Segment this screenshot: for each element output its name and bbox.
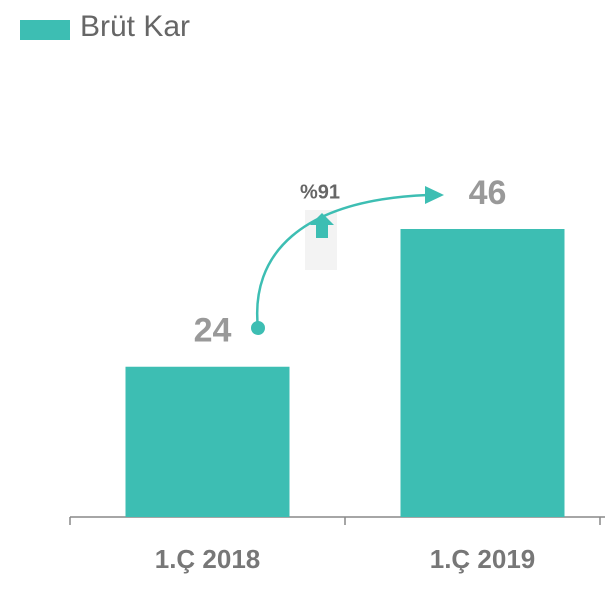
bar xyxy=(400,229,565,517)
x-tick-label: 1.Ç 2019 xyxy=(430,544,536,574)
annotation: %91 xyxy=(300,181,340,203)
value-label: 46 xyxy=(469,174,507,212)
bar xyxy=(125,366,290,517)
arrow-head xyxy=(425,186,444,204)
legend-swatch xyxy=(20,20,70,40)
arrow-start xyxy=(251,321,265,335)
up-icon xyxy=(310,213,334,238)
value-label: 24 xyxy=(194,312,232,350)
legend-label: Brüt Kar xyxy=(80,10,190,43)
x-tick-label: 1.Ç 2018 xyxy=(155,544,261,574)
growth-arrow xyxy=(255,193,429,329)
